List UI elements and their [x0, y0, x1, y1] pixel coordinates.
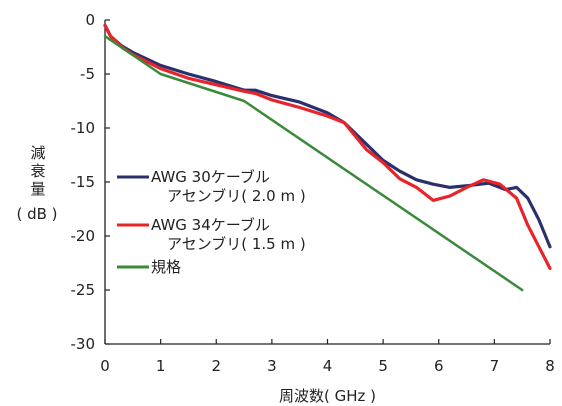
- y-tick-label: -15: [71, 173, 96, 191]
- y-tick-label: -5: [80, 65, 95, 83]
- x-tick-label: 0: [100, 357, 110, 375]
- x-tick-label: 8: [545, 357, 555, 375]
- x-tick-label: 1: [156, 357, 166, 375]
- legend-label-2: アセンブリ( 1.5 m ): [167, 235, 306, 253]
- legend-label-1: AWG 30ケーブル: [151, 168, 270, 186]
- x-axis-label: 周波数( GHz ): [279, 387, 376, 405]
- y-tick-label: -20: [71, 227, 96, 245]
- x-tick-label: 7: [490, 357, 500, 375]
- series-line-2: [103, 23, 552, 270]
- legend-label-3: 規格: [151, 258, 181, 276]
- x-tick-label: 5: [378, 357, 388, 375]
- x-tick-label: 6: [434, 357, 444, 375]
- y-axis-label: 量: [30, 180, 45, 198]
- y-tick-label: -30: [71, 335, 96, 353]
- legend-label-2: AWG 34ケーブル: [151, 216, 270, 234]
- x-tick-label: 3: [267, 357, 277, 375]
- x-tick-label: 2: [211, 357, 221, 375]
- y-tick-label: 0: [85, 11, 95, 29]
- y-axis-label: ( dB ): [16, 205, 57, 223]
- x-tick-label: 4: [323, 357, 333, 375]
- y-tick-label: -25: [71, 281, 96, 299]
- legend-label-1: アセンブリ( 2.0 m ): [167, 187, 306, 205]
- y-axis-label: 衰: [30, 162, 45, 180]
- series-line-3: [103, 34, 524, 292]
- y-axis-label: 減: [30, 144, 45, 162]
- y-tick-label: -10: [71, 119, 96, 137]
- series-line-1: [103, 23, 552, 249]
